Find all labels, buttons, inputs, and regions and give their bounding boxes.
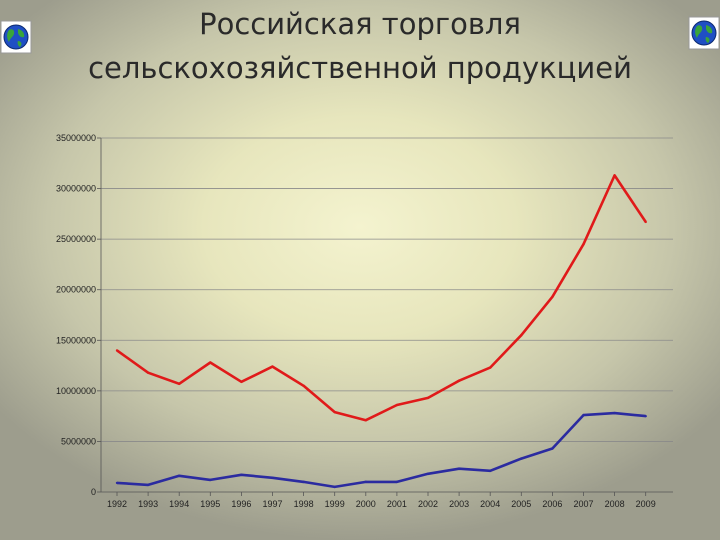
globe-icon (688, 16, 720, 50)
x-tick-label: 1992 (107, 499, 127, 509)
series-2-point (240, 473, 243, 477)
series-1-point (302, 384, 305, 387)
x-tick-label: 1995 (200, 499, 220, 509)
series-1-point (426, 396, 430, 400)
chart-axes (97, 137, 673, 496)
y-tick-label: 30000000 (56, 184, 96, 194)
series-2-point (209, 478, 212, 482)
y-tick-label: 0 (91, 487, 96, 497)
series-1-point (240, 380, 243, 383)
x-tick-label: 1993 (138, 499, 158, 509)
series-2-point (644, 414, 647, 418)
series-1-point (271, 365, 274, 368)
series-1-point (209, 361, 212, 364)
series-2-point (333, 485, 336, 489)
series-2-point (271, 476, 274, 480)
x-tick-label: 2000 (356, 499, 376, 509)
series-1-point (115, 349, 119, 352)
series-2-point (115, 481, 119, 485)
series-line-2 (116, 411, 646, 489)
x-tick-label: 2007 (573, 499, 593, 509)
series-2-point (302, 480, 305, 484)
series-1-point (364, 418, 367, 422)
series-2-point (395, 480, 399, 484)
y-tick-label: 35000000 (56, 133, 96, 143)
y-tick-label: 20000000 (56, 285, 96, 295)
y-tick-label: 15000000 (56, 335, 96, 345)
series-2-point (582, 413, 585, 417)
series-2-point (613, 411, 616, 415)
series-1-point (644, 220, 647, 224)
x-tick-label: 1999 (325, 499, 345, 509)
series-1-point (395, 403, 399, 407)
series-2-point (146, 483, 150, 487)
series-1-point (333, 410, 336, 414)
series-2-point (520, 457, 523, 460)
series-1-point (178, 382, 181, 385)
chart-title: Российская торговля сельскохозяйственной… (88, 7, 632, 85)
x-tick-label: 1994 (169, 499, 189, 509)
x-tick-label: 1996 (231, 499, 251, 509)
x-tick-label: 2005 (511, 499, 531, 509)
series-1-point (520, 334, 523, 337)
chart-series (115, 174, 647, 489)
globe-icon (0, 20, 32, 54)
x-tick-label: 2009 (636, 499, 656, 509)
y-tick-label: 5000000 (61, 436, 96, 446)
series-2-point (178, 474, 181, 478)
y-tick-label: 10000000 (56, 386, 96, 396)
x-tick-label: 2006 (542, 499, 562, 509)
series-2-point (364, 480, 367, 484)
series-1-point (146, 371, 150, 374)
x-axis-tick-labels: 1992 1993 1994 1995 1996 1997 1998 1999 2000 2001… (107, 499, 656, 509)
series-1-point (489, 366, 492, 369)
x-tick-label: 2001 (387, 499, 407, 509)
x-tick-label: 1998 (294, 499, 314, 509)
series-2-point (489, 469, 492, 472)
x-tick-label: 1997 (262, 499, 282, 509)
x-tick-label: 2002 (418, 499, 438, 509)
chart-grid (101, 137, 673, 442)
series-1-point (551, 295, 554, 298)
series-1-point (457, 379, 461, 382)
series-1-point (582, 243, 585, 246)
series-2-point (551, 447, 554, 450)
x-tick-label: 2004 (480, 499, 500, 509)
series-1-point (613, 174, 616, 177)
x-tick-label: 2003 (449, 499, 469, 509)
series-line-1 (116, 174, 647, 422)
series-2-point (457, 467, 461, 470)
x-tick-label: 2008 (605, 499, 625, 509)
y-tick-label: 25000000 (56, 234, 96, 244)
series-2-point (426, 472, 430, 475)
y-axis-tick-labels: 0 5000000 10000000 15000000 20000000 25000000… (56, 133, 96, 497)
